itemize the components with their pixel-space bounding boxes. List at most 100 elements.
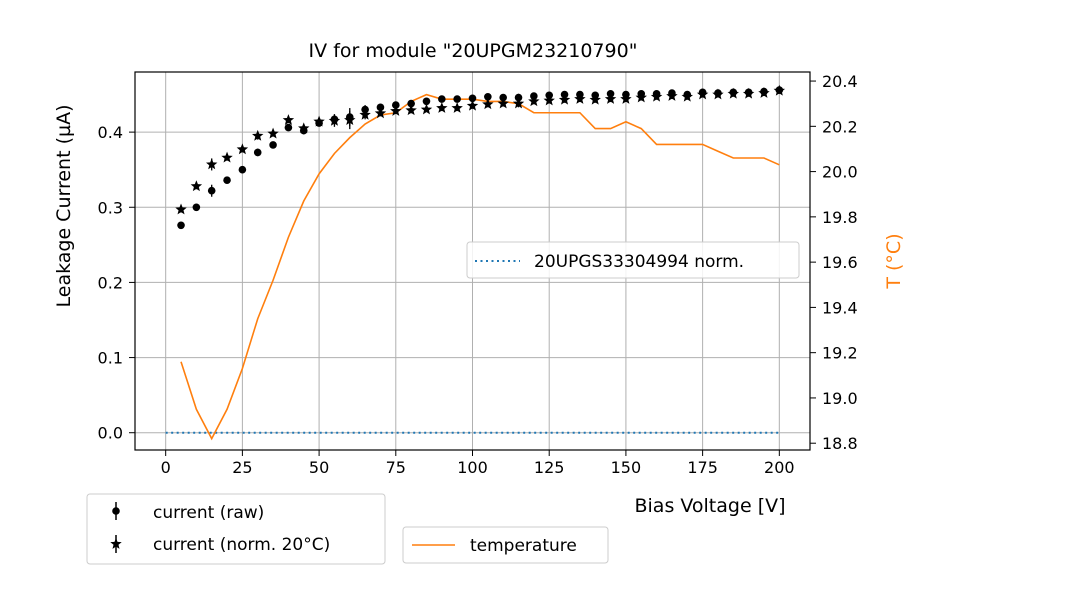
temperature-legend-label: temperature	[470, 536, 577, 556]
current-legend-box	[86, 493, 386, 565]
x-tick-label: 125	[534, 458, 565, 477]
norm-point	[175, 203, 187, 215]
raw-point	[284, 123, 293, 132]
norm-point	[436, 102, 448, 113]
norm-point	[604, 93, 617, 104]
reference-legend-label: 20UPGS33304994 norm.	[534, 252, 744, 272]
x-tick-label: 175	[687, 458, 718, 477]
y2-tick-label: 18.8	[822, 434, 858, 453]
x-tick-label: 150	[611, 458, 642, 477]
norm-point	[267, 127, 279, 139]
norm-point	[574, 93, 586, 104]
norm-point	[206, 158, 218, 170]
norm-point	[512, 97, 525, 109]
norm-point	[482, 98, 494, 110]
y-tick-label: 0.0	[98, 424, 123, 443]
temperature-legend-box	[402, 526, 609, 564]
norm-point	[420, 103, 433, 115]
norm-legend-marker	[110, 538, 122, 549]
chart-title: IV for module "20UPGM23210790"	[309, 40, 638, 62]
norm-point	[681, 90, 693, 102]
raw-point	[514, 93, 523, 102]
norm-point	[236, 143, 249, 155]
norm-point	[742, 87, 755, 99]
norm-point	[620, 93, 632, 104]
raw-point	[177, 221, 185, 230]
y2-tick-label: 19.6	[822, 253, 858, 272]
norm-point	[773, 84, 786, 96]
y2-tick-label: 20.4	[822, 72, 858, 91]
raw-point	[223, 176, 231, 185]
raw-point	[269, 141, 277, 149]
x-tick-label: 0	[161, 458, 171, 477]
x-tick-label: 50	[309, 458, 329, 477]
x-axis-label: Bias Voltage [V]	[634, 495, 785, 517]
y2-axis-label: T (°C)	[883, 233, 905, 289]
norm-point	[405, 104, 417, 116]
raw-point	[484, 92, 492, 101]
reference-legend-box	[466, 241, 800, 279]
y-axis-label: Leakage Current (µA)	[53, 105, 75, 308]
norm-point	[328, 114, 341, 126]
current-norm-series	[175, 84, 786, 215]
norm-point	[758, 87, 770, 98]
raw-point	[422, 97, 431, 106]
norm-point	[712, 88, 724, 100]
norm-point	[190, 180, 203, 192]
norm-point	[451, 102, 463, 113]
norm-point	[589, 93, 601, 105]
x-tick-label: 25	[232, 458, 252, 477]
norm-point	[359, 108, 371, 120]
axes: 0 25 50 75 100 125 150 175 200 0.0 0.1 0.2 0.3 0.4 18.…	[98, 72, 858, 477]
raw-point	[253, 148, 262, 157]
y-tick-label: 0.1	[98, 349, 123, 368]
norm-point	[528, 95, 540, 107]
x-tick-label: 100	[457, 458, 488, 477]
raw-point	[407, 99, 415, 108]
raw-point	[192, 203, 201, 212]
x-tick-label: 200	[764, 458, 795, 477]
norm-point	[313, 115, 325, 127]
temperature-line	[180, 93, 780, 441]
raw-point	[207, 186, 216, 195]
y2-tick-label: 19.4	[822, 298, 858, 317]
raw-point	[438, 95, 446, 103]
raw-point	[238, 165, 247, 174]
norm-point	[727, 87, 739, 99]
y2-tick-label: 20.0	[822, 163, 858, 182]
norm-point	[221, 151, 233, 163]
norm-point	[558, 93, 571, 105]
y-tick-label: 0.3	[98, 198, 123, 217]
raw-point	[391, 101, 400, 109]
norm-point	[344, 114, 356, 125]
norm-point	[635, 91, 647, 103]
raw-legend-label: current (raw)	[153, 503, 264, 523]
raw-point	[499, 93, 507, 102]
y2-tick-label: 19.2	[822, 344, 858, 363]
temperature-series	[180, 93, 780, 441]
norm-point	[390, 105, 402, 116]
norm-point	[696, 88, 709, 100]
norm-point	[374, 107, 387, 119]
y2-tick-label: 20.2	[822, 117, 858, 136]
y-tick-label: 0.2	[98, 273, 123, 292]
norm-point	[298, 122, 310, 134]
y-tick-label: 0.4	[98, 123, 123, 142]
x-tick-label: 75	[386, 458, 406, 477]
norm-point	[650, 90, 663, 102]
norm-point	[666, 90, 678, 101]
norm-point	[282, 114, 295, 125]
norm-point	[543, 94, 555, 106]
temperature-legend: temperature	[402, 526, 609, 564]
raw-legend-marker	[112, 507, 120, 515]
norm-point	[466, 99, 479, 111]
current-legend: current (raw) current (norm. 20°C)	[86, 493, 386, 565]
raw-point	[453, 95, 461, 103]
reference-legend: 20UPGS33304994 norm.	[466, 241, 800, 279]
raw-point	[376, 103, 385, 112]
y2-tick-label: 19.8	[822, 208, 858, 227]
raw-point	[468, 94, 477, 103]
grid	[135, 72, 810, 450]
norm-point	[497, 97, 509, 109]
